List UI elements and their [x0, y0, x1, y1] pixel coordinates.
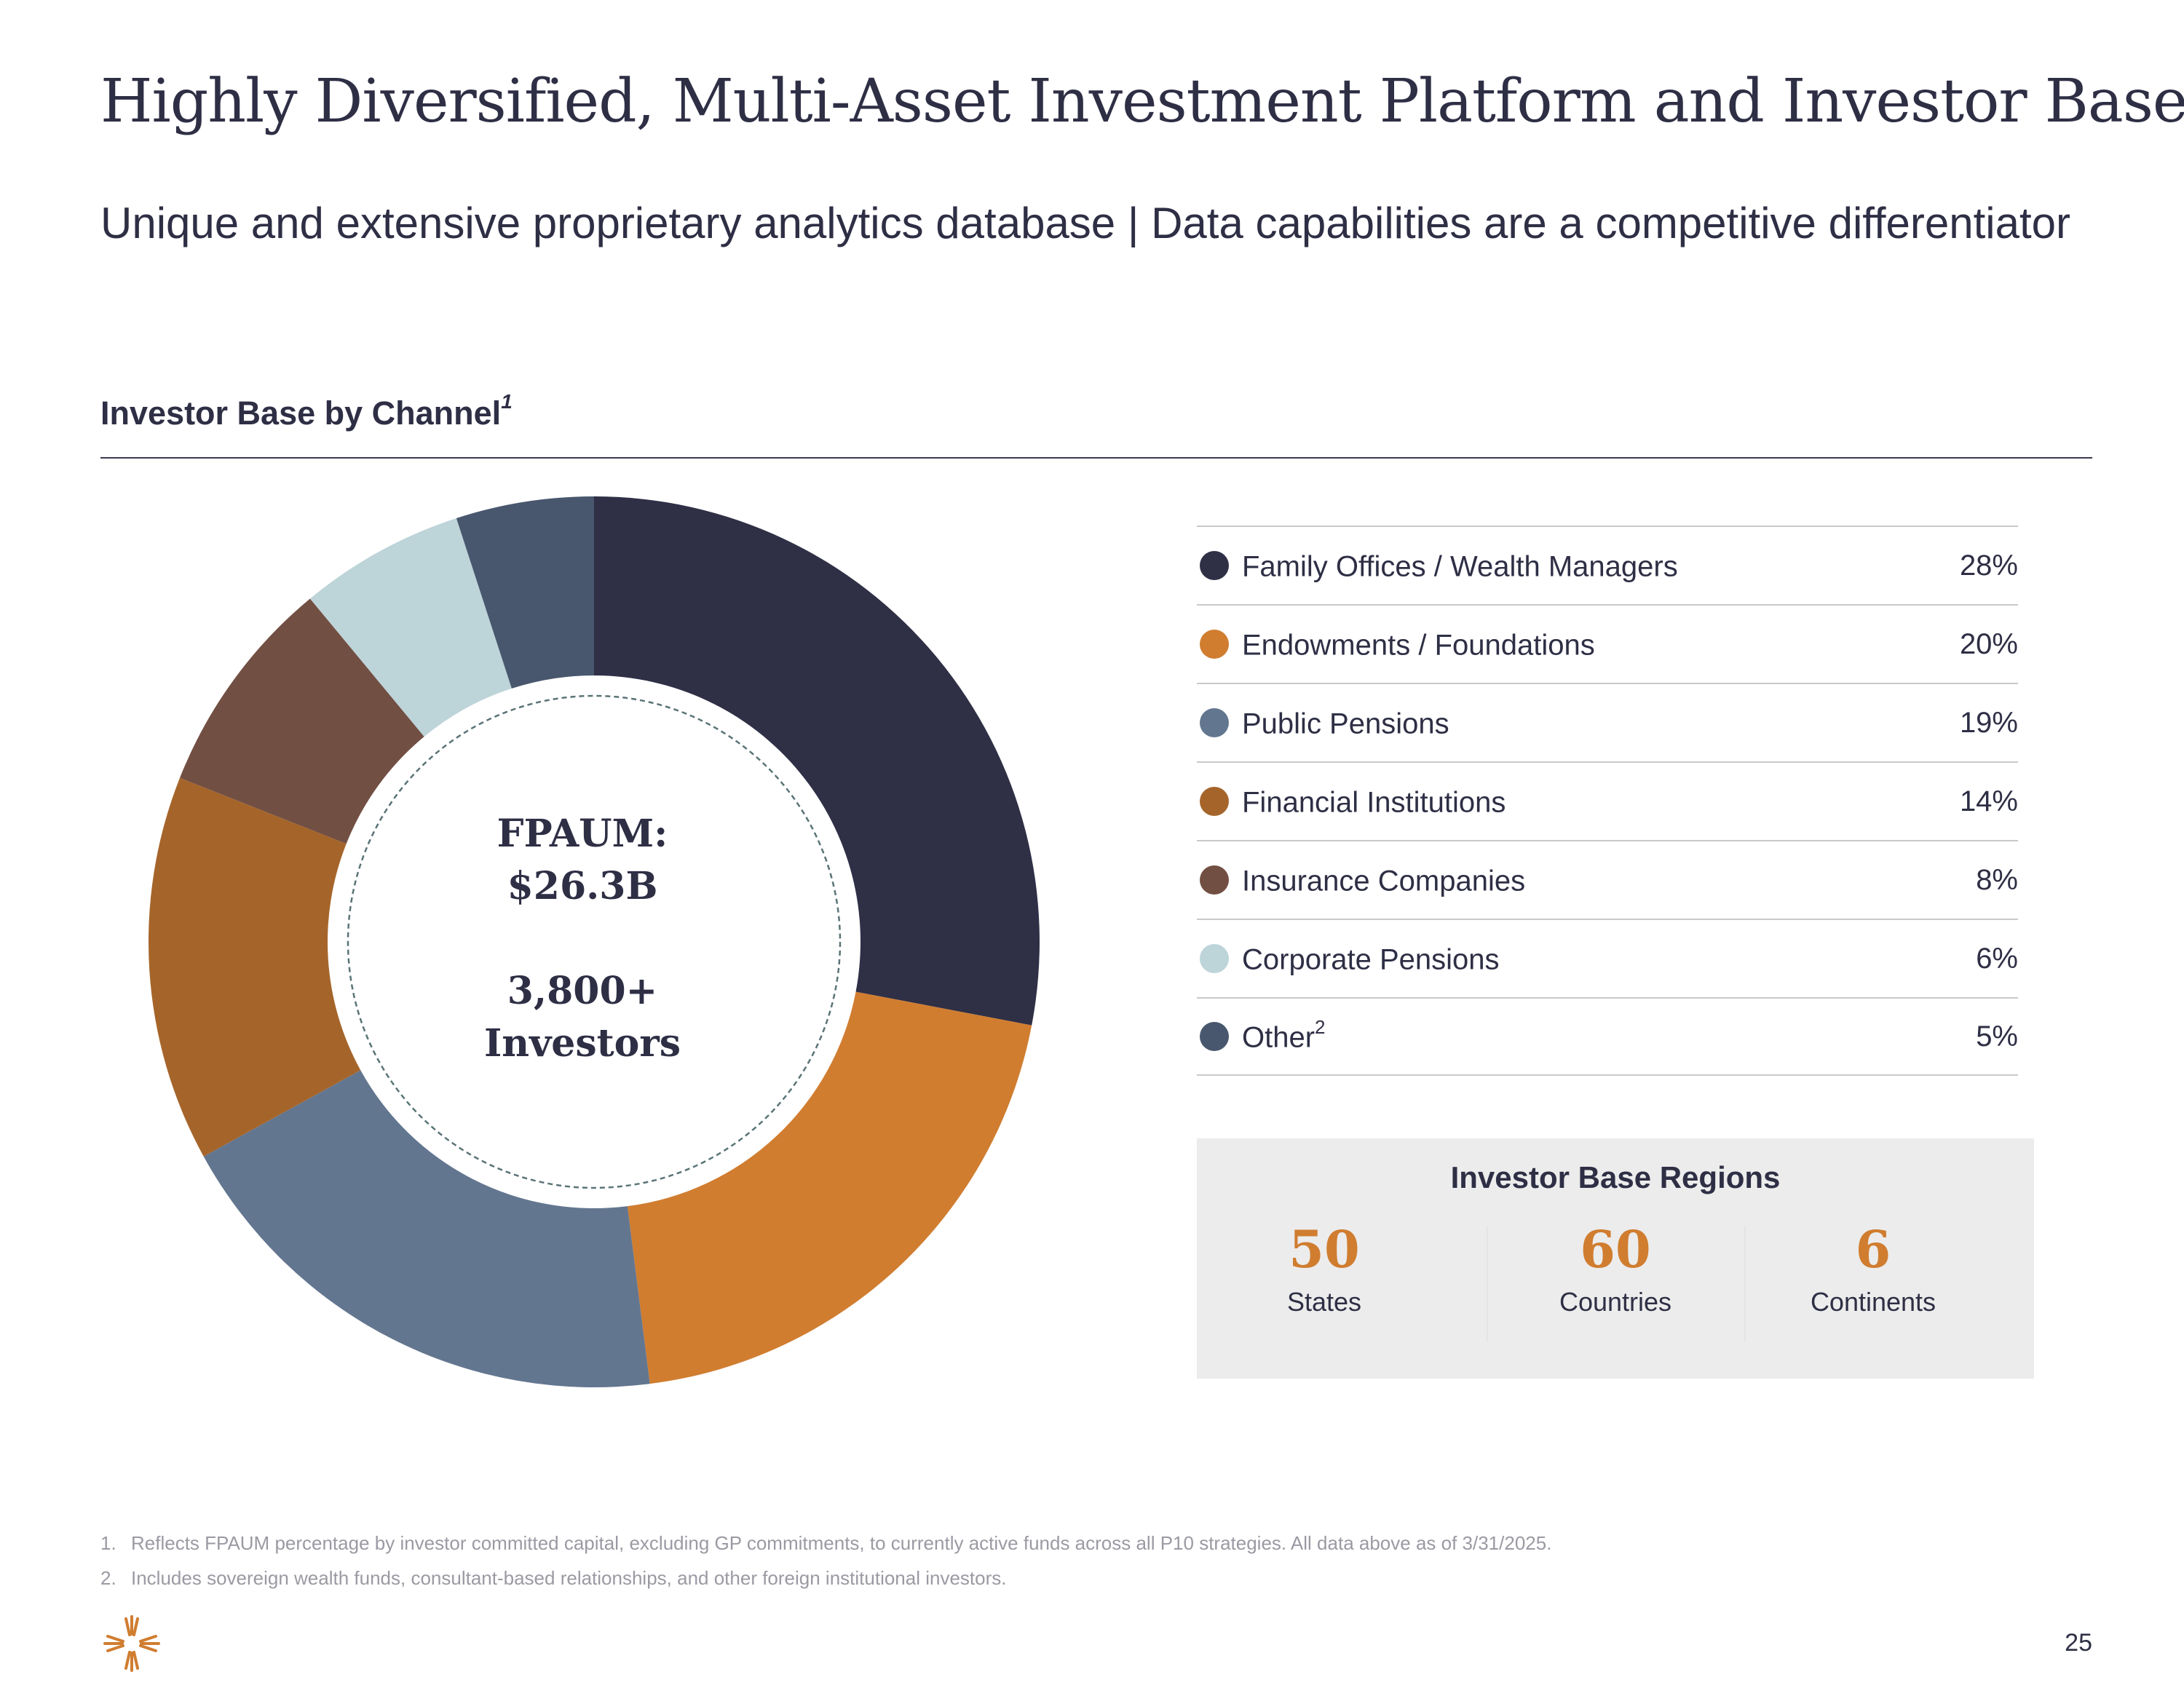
legend-row: Financial Institutions 14% [1197, 761, 2018, 840]
region-divider [1487, 1226, 1488, 1342]
region-stat-label: Countries [1559, 1287, 1672, 1317]
legend-swatch-icon [1200, 1022, 1229, 1051]
investor-count: 3,800+ [507, 969, 658, 1013]
region-stat-continents: 6 Continents [1746, 1218, 2001, 1349]
donut-chart [149, 496, 1040, 1387]
donut-slice-corporate-pensions [309, 518, 512, 737]
legend-value: 8% [1976, 863, 2018, 896]
region-stat-label: Continents [1810, 1287, 1936, 1317]
donut-slice-endowments-foundations [627, 991, 1032, 1384]
fpaum-value: $26.3B [507, 864, 658, 908]
legend-swatch-icon [1200, 708, 1229, 737]
legend-row: Corporate Pensions 6% [1197, 919, 2018, 997]
donut-center-label: FPAUM: $26.3B 3,800+ Investors [408, 808, 757, 1070]
footnote: 2. Includes sovereign wealth funds, consu… [100, 1567, 1007, 1589]
investor-regions-panel: Investor Base Regions 50 States 60 Count… [1197, 1138, 2034, 1379]
region-stat-value: 50 [1289, 1219, 1360, 1280]
region-divider [1744, 1226, 1746, 1342]
legend-label: Endowments / Foundations [1242, 629, 1595, 662]
donut-slice-other [456, 496, 594, 689]
page-subtitle: Unique and extensive proprietary analyti… [100, 199, 2071, 247]
legend-row: Family Offices / Wealth Managers 28% [1197, 526, 2018, 604]
legend-row: Other2 5% [1197, 997, 2018, 1076]
donut-slice-family-offices-wealth-managers [594, 496, 1040, 1026]
center-dashed-ring [347, 694, 842, 1189]
legend-swatch-icon [1200, 551, 1229, 580]
starburst-logo-icon [103, 1615, 160, 1672]
section-divider [100, 457, 2092, 459]
legend-label: Corporate Pensions [1242, 943, 1500, 976]
donut-slice-insurance-companies [179, 598, 424, 844]
legend-label: Insurance Companies [1242, 865, 1526, 897]
legend-swatch-icon [1200, 865, 1229, 895]
legend-row: Public Pensions 19% [1197, 683, 2018, 761]
donut-slice-financial-institutions [149, 777, 361, 1157]
legend-label: Financial Institutions [1242, 786, 1506, 819]
legend-row: Endowments / Foundations 20% [1197, 604, 2018, 683]
legend-row: Insurance Companies 8% [1197, 840, 2018, 919]
page-number: 25 [2065, 1629, 2092, 1657]
investor-count-label: Investors [483, 1021, 681, 1066]
region-stat-states: 50 States [1197, 1218, 1452, 1349]
fpaum-label: FPAUM: [496, 812, 668, 856]
legend-value: 19% [1959, 706, 2018, 739]
legend: Family Offices / Wealth Managers 28% End… [1197, 526, 2018, 1076]
regions-title: Investor Base Regions [1450, 1160, 1781, 1194]
legend-swatch-icon [1200, 630, 1229, 659]
section-title: Investor Base by Channel1 [100, 390, 513, 432]
page-title: Highly Diversified, Multi-Asset Investme… [100, 67, 2184, 136]
legend-swatch-icon [1200, 787, 1229, 816]
section-title-text: Investor Base by Channel [100, 395, 502, 432]
legend-label: Family Offices / Wealth Managers [1242, 550, 1678, 583]
legend-swatch-icon [1200, 944, 1229, 973]
legend-value: 6% [1976, 942, 2018, 975]
region-stat-label: States [1286, 1287, 1362, 1317]
region-stat-value: 6 [1855, 1219, 1891, 1280]
legend-value: 14% [1959, 785, 2018, 817]
legend-value: 20% [1959, 627, 2018, 660]
legend-label: Public Pensions [1242, 707, 1449, 740]
legend-label: Other2 [1242, 1015, 1326, 1054]
footnotes: 1. Reflects FPAUM percentage by investor … [100, 1526, 2066, 1595]
region-stat-countries: 60 Countries [1488, 1218, 1743, 1349]
legend-value: 5% [1976, 1020, 2018, 1052]
region-stat-value: 60 [1580, 1219, 1651, 1280]
footnote: 1. Reflects FPAUM percentage by investor … [100, 1532, 1552, 1554]
section-title-footnote-ref: 1 [501, 390, 513, 413]
legend-value: 28% [1959, 549, 2018, 582]
donut-slice-public-pensions [203, 1070, 650, 1387]
